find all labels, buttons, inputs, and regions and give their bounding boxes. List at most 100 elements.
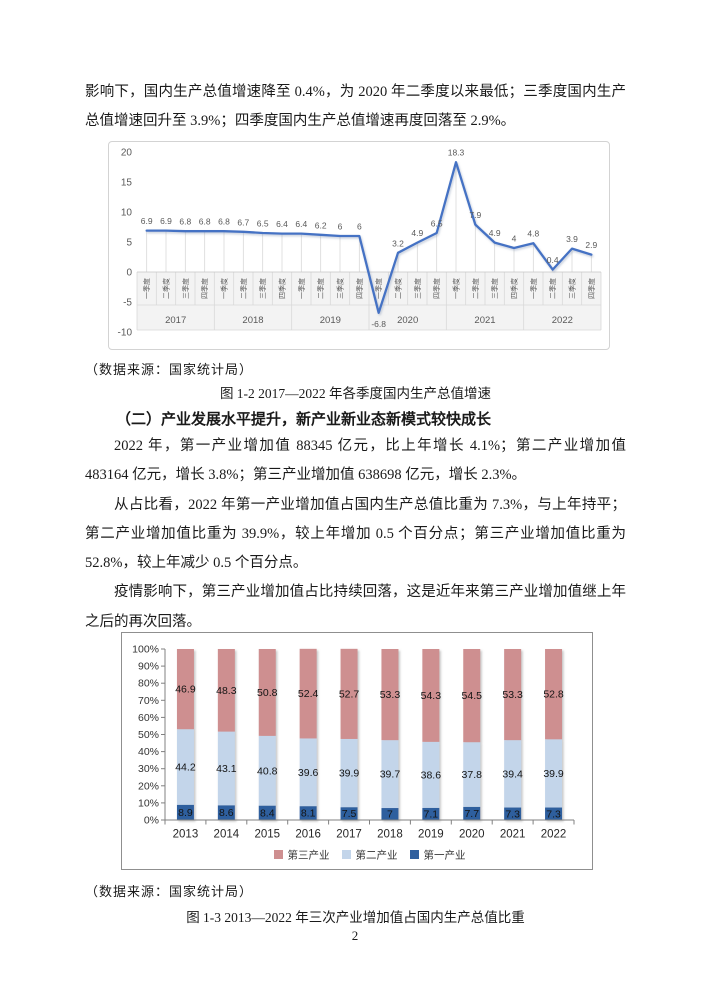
svg-text:7.3: 7.3 xyxy=(546,808,561,820)
svg-text:二季度: 二季度 xyxy=(471,278,480,299)
svg-text:三季度: 三季度 xyxy=(336,278,345,299)
svg-text:39.4: 39.4 xyxy=(502,768,523,780)
svg-text:39.9: 39.9 xyxy=(339,768,360,780)
svg-text:2.9: 2.9 xyxy=(585,240,597,250)
svg-text:2017: 2017 xyxy=(165,315,186,326)
svg-text:6: 6 xyxy=(357,222,362,232)
svg-text:100%: 100% xyxy=(132,644,159,656)
svg-text:20%: 20% xyxy=(138,780,159,792)
svg-text:2019: 2019 xyxy=(320,315,341,326)
data-source-note-1: （数据来源：国家统计局） xyxy=(85,362,254,377)
svg-text:3.9: 3.9 xyxy=(566,234,578,244)
svg-text:39.6: 39.6 xyxy=(298,767,319,779)
svg-text:2022: 2022 xyxy=(552,315,573,326)
svg-text:18.3: 18.3 xyxy=(448,148,465,158)
page-number: 2 xyxy=(351,928,359,943)
svg-text:15: 15 xyxy=(121,178,133,189)
body-paragraphs: 2022 年，第一产业增加值 88345 亿元，比上年增长 4.1%；第二产业增… xyxy=(85,432,626,637)
svg-text:2021: 2021 xyxy=(474,315,495,326)
svg-text:40.8: 40.8 xyxy=(257,765,278,777)
svg-text:52.4: 52.4 xyxy=(298,688,319,700)
svg-text:4.9: 4.9 xyxy=(411,228,423,238)
svg-text:50%: 50% xyxy=(138,729,159,741)
svg-text:6.5: 6.5 xyxy=(257,219,269,229)
svg-text:四季度: 四季度 xyxy=(200,278,209,299)
svg-text:48.3: 48.3 xyxy=(216,685,237,697)
svg-text:2016: 2016 xyxy=(295,829,321,841)
svg-text:四季度: 四季度 xyxy=(587,278,596,299)
svg-text:44.2: 44.2 xyxy=(175,761,196,773)
svg-text:2018: 2018 xyxy=(242,315,263,326)
svg-text:46.9: 46.9 xyxy=(175,684,196,696)
svg-text:0: 0 xyxy=(126,268,132,279)
svg-text:一季度: 一季度 xyxy=(374,278,383,299)
svg-text:10%: 10% xyxy=(138,797,159,809)
intro-paragraph: 影响下，国内生产总值增速降至 0.4%，为 2020 年二季度以来最低；三季度国… xyxy=(85,84,626,130)
paragraph-3: 疫情影响下，第三产业增加值占比持续回落，这是近年来第三产业增加值继上年之后的再次… xyxy=(85,584,626,630)
svg-text:三季度: 三季度 xyxy=(490,278,499,299)
svg-text:2018: 2018 xyxy=(377,829,403,841)
svg-text:四季度: 四季度 xyxy=(432,278,441,299)
svg-text:3.2: 3.2 xyxy=(392,238,404,248)
figure-1-3-stacked-bar-chart: 0% 10% 20% 30% 40% 50% 60% 70% 80% 90% 100% 8.9 44.2… xyxy=(121,632,593,870)
svg-text:8.4: 8.4 xyxy=(260,807,275,819)
svg-text:6.9: 6.9 xyxy=(141,216,153,226)
svg-text:54.5: 54.5 xyxy=(462,690,483,702)
svg-text:6.8: 6.8 xyxy=(179,217,191,227)
svg-text:二季度: 二季度 xyxy=(239,278,248,299)
figure-1-2-caption: 图 1-2 2017—2022 年各季度国内生产总值增速 xyxy=(219,386,492,401)
svg-text:二季度: 二季度 xyxy=(162,278,171,299)
svg-text:7.1: 7.1 xyxy=(424,808,439,820)
svg-text:二季度: 二季度 xyxy=(316,278,325,299)
svg-text:三季度: 三季度 xyxy=(413,278,422,299)
svg-text:52.7: 52.7 xyxy=(339,688,360,700)
svg-text:-10: -10 xyxy=(118,328,133,339)
svg-text:39.9: 39.9 xyxy=(543,768,564,780)
svg-text:4.9: 4.9 xyxy=(489,228,501,238)
svg-text:第三产业: 第三产业 xyxy=(288,849,330,862)
svg-text:5: 5 xyxy=(126,238,132,249)
svg-text:70%: 70% xyxy=(138,695,159,707)
svg-text:2017: 2017 xyxy=(336,829,362,841)
svg-text:10: 10 xyxy=(121,208,133,219)
svg-text:4: 4 xyxy=(512,234,517,244)
svg-text:2015: 2015 xyxy=(254,829,280,841)
svg-text:7.9: 7.9 xyxy=(469,210,481,220)
svg-text:7.7: 7.7 xyxy=(464,808,479,820)
svg-text:6.5: 6.5 xyxy=(431,219,443,229)
svg-text:2022: 2022 xyxy=(541,829,567,841)
svg-text:第二产业: 第二产业 xyxy=(356,849,398,862)
svg-text:-5: -5 xyxy=(123,298,132,309)
svg-text:6.8: 6.8 xyxy=(199,217,211,227)
svg-text:二季度: 二季度 xyxy=(394,278,403,299)
svg-text:三季度: 三季度 xyxy=(568,278,577,299)
svg-text:四季度: 四季度 xyxy=(355,278,364,299)
svg-text:0.4: 0.4 xyxy=(547,255,559,265)
svg-text:2020: 2020 xyxy=(397,315,418,326)
svg-text:四季度: 四季度 xyxy=(510,278,519,299)
svg-text:三季度: 三季度 xyxy=(181,278,190,299)
figure-1-3-caption: 图 1-3 2013—2022 年三次产业增加值占国内生产总值比重 xyxy=(186,910,525,925)
svg-text:90%: 90% xyxy=(138,661,159,673)
svg-text:7.5: 7.5 xyxy=(342,808,357,820)
svg-text:2014: 2014 xyxy=(214,829,240,841)
svg-text:53.3: 53.3 xyxy=(502,689,523,701)
svg-text:43.1: 43.1 xyxy=(216,763,237,775)
svg-text:第一产业: 第一产业 xyxy=(424,849,466,862)
svg-text:一季度: 一季度 xyxy=(452,278,461,299)
svg-text:6.7: 6.7 xyxy=(237,217,249,227)
svg-text:8.1: 8.1 xyxy=(301,808,316,820)
svg-text:8.6: 8.6 xyxy=(219,807,234,819)
data-source-note-2: （数据来源：国家统计局） xyxy=(85,884,254,899)
svg-text:2019: 2019 xyxy=(418,829,444,841)
svg-text:37.8: 37.8 xyxy=(462,769,483,781)
svg-text:-6.8: -6.8 xyxy=(371,319,386,329)
svg-text:80%: 80% xyxy=(138,678,159,690)
svg-text:6.8: 6.8 xyxy=(218,217,230,227)
svg-text:20: 20 xyxy=(121,148,133,159)
svg-text:2021: 2021 xyxy=(500,829,526,841)
svg-text:52.8: 52.8 xyxy=(543,689,564,701)
svg-text:一季度: 一季度 xyxy=(529,278,538,299)
svg-text:50.8: 50.8 xyxy=(257,687,278,699)
